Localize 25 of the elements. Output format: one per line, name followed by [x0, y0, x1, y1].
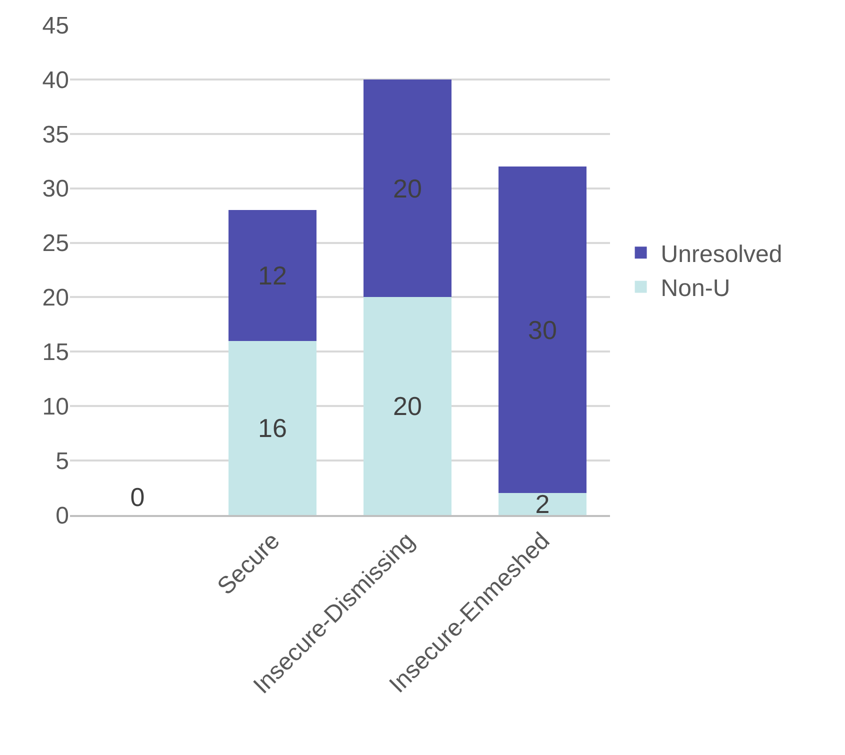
y-tick-label: 0 — [56, 502, 69, 530]
bar — [228, 340, 316, 515]
bar — [498, 493, 586, 515]
data-label: 20 — [393, 391, 422, 422]
y-tick-label: 40 — [42, 66, 69, 94]
y-tick-label: 45 — [42, 12, 69, 40]
data-label: 20 — [393, 173, 422, 204]
data-label: 12 — [258, 260, 287, 290]
bar — [498, 166, 586, 494]
y-tick-label: 30 — [42, 176, 69, 203]
legend-label: Non-U — [660, 275, 730, 302]
legend-label: Unresolved — [660, 240, 782, 268]
y-tick-label: 25 — [42, 230, 69, 258]
data-label: 0 — [130, 482, 145, 512]
bar — [364, 79, 452, 298]
bar — [364, 297, 452, 515]
y-tick-label: 10 — [42, 394, 69, 421]
y-tick-label: 20 — [42, 284, 69, 312]
data-label: 2 — [535, 489, 550, 520]
y-tick-label: 5 — [56, 448, 69, 475]
bar — [228, 210, 316, 341]
data-label: 16 — [258, 412, 287, 443]
data-label: 30 — [528, 314, 557, 345]
y-tick-label: 35 — [42, 121, 69, 148]
y-tick-label: 15 — [42, 339, 69, 366]
